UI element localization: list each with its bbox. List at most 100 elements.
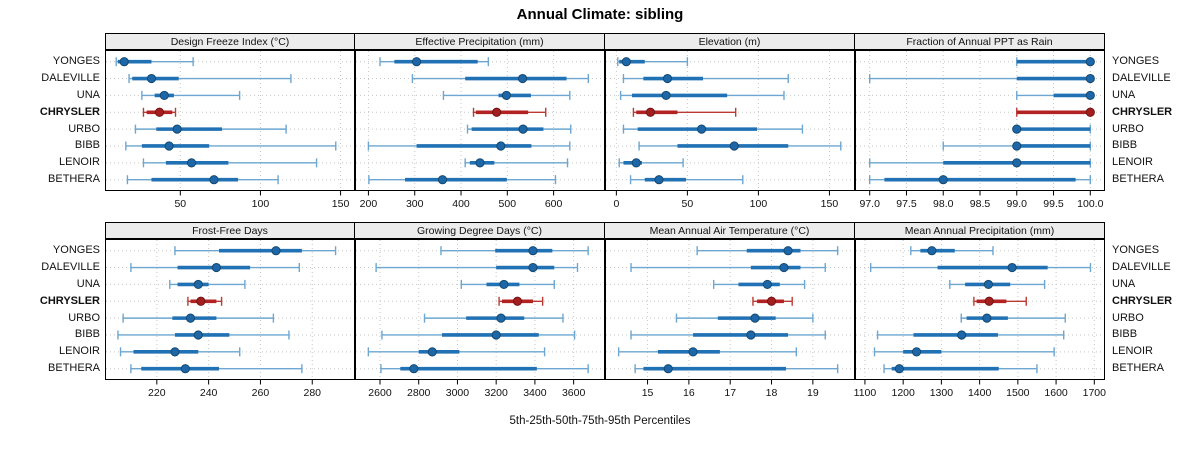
tick-label: 1600: [1044, 387, 1068, 399]
percentiles-lenoir: [618, 158, 684, 168]
median-dot-urbo: [496, 313, 506, 323]
site-label-left-bethera: BETHERA: [48, 362, 100, 375]
percentiles-yonges: [174, 246, 337, 256]
percentiles-una: [712, 279, 806, 290]
median-dot-chrysler: [645, 107, 656, 117]
panel-plot-fraction-of-annual-ppt-as-rain: 97.0 97.5 98.0 98.5 99.0 99.5 100.0: [855, 50, 1105, 210]
panel-plot-effective-precipitation-mm: 200 300 400 500 600: [355, 50, 605, 210]
median-dot-daleville: [528, 262, 538, 273]
panel-header-mean-annual-precipitation-mm: Mean Annual Precipitation (mm): [855, 222, 1105, 239]
tick-label: 1100: [854, 387, 877, 399]
site-label-left-bethera: BETHERA: [48, 173, 100, 186]
panel-plot-mean-annual-air-temperature-c: 15 16 17 18 19: [605, 239, 855, 399]
tick-label: 280: [303, 387, 321, 399]
chart-title: Annual Climate: sibling: [516, 6, 684, 23]
percentiles-una: [460, 279, 555, 290]
percentiles-urbo: [960, 313, 1066, 323]
median-dot-chrysler: [766, 296, 777, 306]
site-label-right-una: UNA: [1112, 277, 1136, 290]
tick-label: 500: [499, 198, 517, 210]
tick-label: 100.0: [1077, 198, 1103, 210]
percentiles-daleville: [630, 262, 826, 273]
percentiles-una: [169, 279, 246, 290]
percentiles-yonges: [115, 57, 194, 67]
percentiles-chrysler: [142, 107, 177, 117]
panel-header-frost-free-days: Frost-Free Days: [105, 222, 355, 239]
percentiles-yonges: [379, 57, 490, 67]
tick-label: 2800: [407, 387, 431, 399]
tick-label: 98.0: [933, 198, 954, 210]
tick-label: 260: [252, 387, 270, 399]
panel-header-fraction-of-annual-ppt-as-rain: Fraction of Annual PPT as Rain: [855, 33, 1105, 50]
median-dot-una: [501, 90, 511, 101]
median-dot-yonges: [119, 57, 129, 67]
percentiles-urbo: [122, 313, 275, 323]
median-dot-chrysler: [154, 107, 165, 117]
site-label-right-bethera: BETHERA: [1112, 173, 1164, 186]
panel-header-growing-degree-days-c: Growing Degree Days (°C): [355, 222, 605, 239]
tick-label: 3400: [523, 387, 547, 399]
tick-label: 17: [724, 387, 736, 399]
median-dot-lenoir: [427, 347, 437, 357]
site-label-right-chrysler: CHRYSLER: [1112, 105, 1173, 118]
median-dot-lenoir: [688, 347, 698, 357]
percentiles-lenoir: [464, 158, 569, 168]
median-dot-daleville: [517, 73, 528, 84]
median-dot-bibb: [164, 141, 174, 151]
median-dot-bibb: [193, 330, 203, 340]
site-label-left-daleville: DALEVILLE: [41, 261, 100, 274]
panel-header-elevation-m: Elevation (m): [605, 33, 855, 50]
percentiles-chrysler: [187, 296, 223, 306]
percentiles-una: [1016, 90, 1095, 101]
median-dot-una: [661, 90, 671, 101]
tick-label: 150: [332, 198, 350, 210]
tick-label: 0: [613, 198, 619, 210]
median-dot-bibb: [496, 141, 506, 151]
percentiles-bibb: [125, 141, 337, 151]
percentiles-yonges: [1016, 57, 1095, 67]
site-label-left-lenoir: LENOIR: [59, 345, 100, 358]
percentiles-daleville: [869, 262, 1092, 273]
percentiles-chrysler: [973, 296, 1027, 306]
percentiles-bibb: [638, 141, 842, 151]
median-dot-bethera: [437, 175, 448, 185]
median-dot-bethera: [409, 364, 419, 374]
panel-plot-mean-annual-precipitation-mm: 1100 1200 1300 1400 1500 1600 1700: [854, 239, 1106, 399]
percentiles-urbo: [675, 313, 814, 323]
tick-label: 50: [682, 198, 694, 210]
site-label-right-bibb: BIBB: [1112, 139, 1138, 152]
site-label-right-daleville: DALEVILLE: [1112, 72, 1171, 85]
percentiles-urbo: [466, 124, 572, 134]
tick-label: 150: [821, 198, 839, 210]
percentiles-daleville: [128, 73, 292, 84]
tick-label: 97.5: [896, 198, 917, 210]
tick-label: 2600: [368, 387, 392, 399]
tick-label: 99.0: [1007, 198, 1028, 210]
percentiles-bibb: [367, 141, 571, 151]
panel-header-mean-annual-air-temperature-c: Mean Annual Air Temperature (°C): [605, 222, 855, 239]
percentiles-urbo: [423, 313, 564, 323]
median-dot-urbo: [172, 124, 182, 134]
tick-label: 3000: [446, 387, 470, 399]
percentiles-chrysler: [1016, 107, 1095, 117]
percentiles-daleville: [869, 73, 1095, 84]
percentiles-urbo: [1012, 124, 1091, 134]
median-dot-una: [159, 90, 169, 101]
median-dot-una: [983, 279, 994, 290]
panel-plot-elevation-m: 0 50 100 150: [605, 50, 855, 210]
percentiles-bethera: [380, 364, 589, 374]
percentiles-chrysler: [472, 107, 547, 117]
site-label-left-bibb: BIBB: [74, 139, 100, 152]
percentiles-bethera: [634, 364, 839, 374]
median-dot-bibb: [1012, 141, 1022, 151]
site-label-right-lenoir: LENOIR: [1112, 156, 1153, 169]
percentiles-bibb: [630, 330, 826, 340]
site-label-left-urbo: URBO: [68, 311, 100, 324]
median-dot-lenoir: [475, 158, 485, 168]
site-label-left-chrysler: CHRYSLER: [39, 105, 100, 118]
median-dot-urbo: [750, 313, 760, 323]
percentiles-bethera: [869, 175, 1091, 185]
median-dot-bethera: [209, 175, 219, 185]
percentiles-una: [619, 90, 785, 101]
site-label-right-yonges: YONGES: [1112, 244, 1160, 257]
